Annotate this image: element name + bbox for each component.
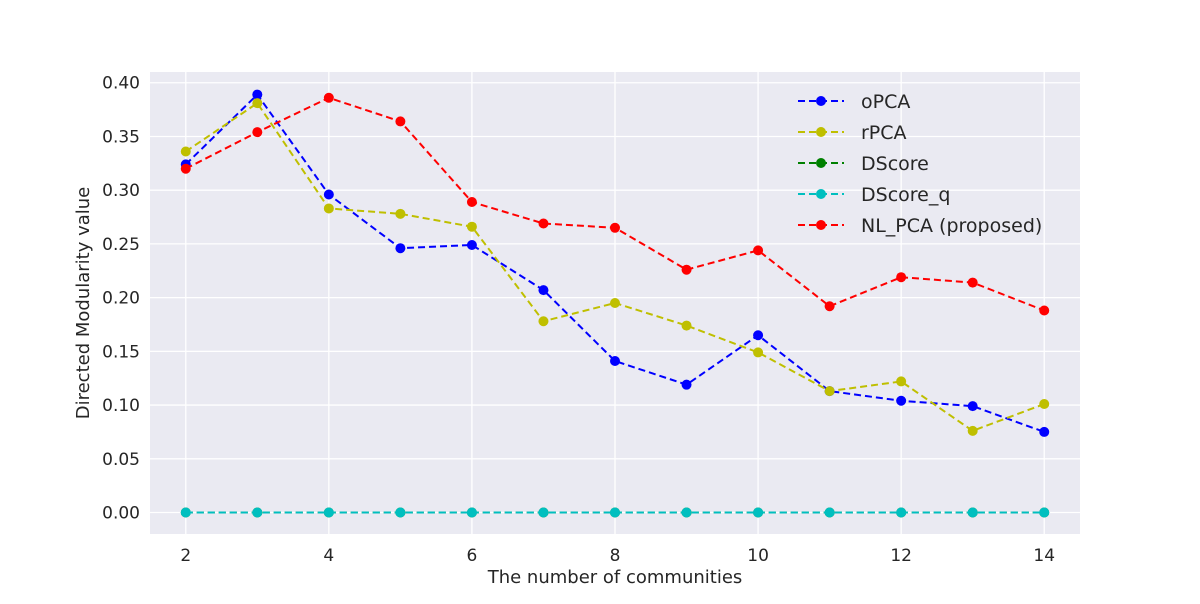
data-point	[466, 197, 477, 208]
data-point	[395, 507, 406, 518]
data-point	[896, 376, 907, 387]
data-point	[753, 347, 764, 358]
data-point	[1039, 398, 1050, 409]
x-tick-label: 12	[890, 546, 912, 566]
data-point	[252, 89, 263, 100]
data-point	[252, 127, 263, 138]
y-tick-label: 0.05	[102, 450, 140, 470]
y-tick-label: 0.20	[102, 289, 140, 309]
data-point	[466, 507, 477, 518]
data-point	[395, 208, 406, 219]
series-dscore-q	[180, 507, 1050, 518]
series-lines	[180, 89, 1050, 518]
y-axis-label: Directed Modularity value	[73, 187, 94, 420]
grid-lines	[150, 72, 1080, 534]
series-opca	[180, 89, 1050, 437]
legend-marker	[816, 158, 826, 168]
data-point	[395, 243, 406, 254]
legend-label: rPCA	[861, 122, 907, 144]
legend-marker	[816, 127, 826, 137]
series-rpca	[180, 98, 1050, 436]
data-point	[824, 507, 835, 518]
x-tick-label: 14	[1033, 546, 1055, 566]
x-tick-label: 10	[747, 546, 769, 566]
data-point	[610, 222, 620, 233]
data-point	[610, 507, 620, 518]
legend-label: oPCA	[861, 91, 910, 113]
data-point	[967, 277, 978, 288]
y-tick-label: 0.15	[102, 342, 140, 362]
data-point	[323, 203, 334, 214]
y-tick-label: 0.25	[102, 235, 140, 255]
data-point	[753, 507, 764, 518]
data-point	[753, 330, 764, 341]
y-tick-label: 0.10	[102, 396, 140, 416]
legend-item: oPCA	[798, 91, 910, 113]
x-tick-label: 2	[180, 546, 191, 566]
data-point	[1039, 305, 1050, 316]
data-point	[681, 264, 692, 275]
data-point	[610, 298, 620, 308]
data-point	[967, 507, 978, 518]
data-point	[180, 146, 191, 157]
y-tick-label: 0.00	[102, 504, 140, 524]
data-point	[681, 379, 692, 390]
y-tick-label: 0.35	[102, 127, 140, 147]
y-tick-label: 0.40	[102, 74, 140, 94]
data-point	[896, 507, 907, 518]
legend: oPCA rPCA DScore DScore_q NL_PCA (proposed)	[798, 91, 1042, 237]
data-point	[466, 239, 477, 250]
legend-label: DScore	[861, 153, 929, 175]
data-point	[538, 316, 549, 327]
data-point	[681, 320, 692, 331]
legend-item: rPCA	[798, 122, 907, 144]
data-point	[323, 189, 334, 200]
y-tick-label: 0.30	[102, 181, 140, 201]
data-point	[896, 272, 907, 283]
data-point	[967, 425, 978, 436]
data-point	[395, 116, 406, 127]
legend-marker	[816, 96, 826, 106]
data-point	[896, 395, 907, 406]
x-tick-label: 6	[467, 546, 478, 566]
data-point	[538, 285, 549, 296]
data-point	[610, 356, 620, 367]
data-point	[753, 245, 764, 256]
data-point	[681, 507, 692, 518]
data-point	[323, 507, 334, 518]
legend-marker	[816, 220, 826, 230]
series-nl-pca-proposed	[180, 92, 1050, 316]
data-point	[1039, 507, 1050, 518]
data-point	[1039, 426, 1050, 437]
legend-label: NL_PCA (proposed)	[861, 215, 1042, 237]
legend-item: DScore_q	[798, 184, 950, 206]
x-axis-label: The number of communities	[487, 567, 743, 588]
data-point	[466, 221, 477, 232]
legend-item: NL_PCA (proposed)	[798, 215, 1042, 237]
data-point	[824, 386, 835, 397]
legend-item: DScore	[798, 153, 929, 175]
data-point	[967, 401, 978, 412]
data-point	[824, 301, 835, 312]
legend-label: DScore_q	[861, 184, 950, 206]
x-tick-label: 8	[610, 546, 621, 566]
legend-marker	[816, 189, 826, 199]
data-point	[252, 98, 263, 109]
data-point	[180, 507, 191, 518]
data-point	[538, 218, 549, 229]
data-point	[180, 163, 191, 174]
data-point	[538, 507, 549, 518]
data-point	[252, 507, 263, 518]
x-tick-label: 4	[323, 546, 334, 566]
tick-labels: 0.00 0.05 0.10 0.15 0.20 0.25 0.30 0.35 0.40 2 4 6 8…	[102, 74, 1055, 566]
data-point	[323, 92, 334, 103]
